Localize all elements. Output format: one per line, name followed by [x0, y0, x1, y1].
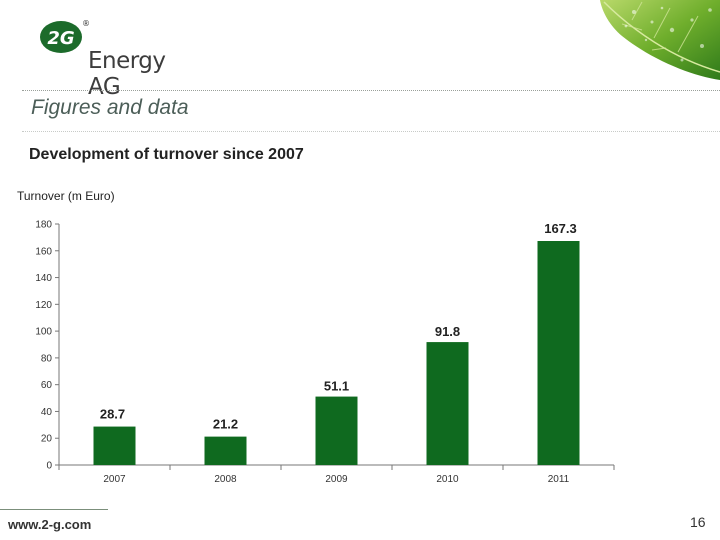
page-title: Figures and data — [31, 96, 189, 119]
bar-2011 — [537, 241, 580, 465]
x-tick-label: 2008 — [214, 474, 237, 485]
leaf-decoration-icon — [582, 0, 720, 92]
x-tick-label: 2010 — [436, 474, 459, 485]
header-divider — [22, 90, 720, 91]
y-tick-label: 60 — [41, 380, 53, 391]
y-tick-label: 20 — [41, 434, 53, 445]
y-axis: 0 20 40 60 80 100 120 140 160 180 — [35, 220, 60, 472]
logo-badge-text: 2G — [47, 28, 74, 49]
bar-2010 — [426, 342, 469, 465]
data-label-2011: 167.3 — [544, 221, 577, 236]
bars — [93, 241, 580, 465]
footer-website-link[interactable]: www.2-g.com — [8, 517, 92, 532]
data-label-2008: 21.2 — [213, 417, 238, 432]
y-tick-label: 180 — [35, 220, 52, 231]
registered-mark: ® — [82, 19, 90, 28]
page-subtitle: Development of turnover since 2007 — [29, 146, 304, 163]
data-labels: 28.7 21.2 51.1 91.8 167.3 — [100, 221, 577, 432]
y-axis-label: Turnover (m Euro) — [17, 189, 115, 203]
data-label-2009: 51.1 — [324, 379, 349, 394]
footer-divider — [0, 509, 108, 510]
turnover-bar-chart: Turnover (m Euro) 0 20 40 60 80 100 120 140 160 1… — [17, 189, 615, 485]
x-tick-label: 2011 — [548, 474, 570, 485]
title-divider — [22, 131, 720, 132]
data-label-2007: 28.7 — [100, 407, 125, 422]
data-label-2010: 91.8 — [435, 324, 460, 339]
y-tick-label: 80 — [41, 353, 53, 364]
y-tick-label: 140 — [35, 273, 52, 284]
y-tick-label: 100 — [35, 327, 52, 338]
logo-wordmark: Energy AG — [88, 48, 166, 100]
y-tick-label: 0 — [46, 461, 52, 472]
y-tick-label: 40 — [41, 407, 53, 418]
company-logo: 2G ® Energy AG — [38, 18, 188, 100]
page-number: 16 — [690, 514, 706, 530]
y-tick-label: 120 — [35, 300, 52, 311]
x-axis: 2007 2008 2009 2010 2011 — [58, 464, 615, 485]
bar-2008 — [204, 436, 247, 465]
bar-2009 — [315, 396, 358, 465]
y-tick-label: 160 — [35, 246, 52, 257]
logo-badge-icon: 2G ® — [40, 19, 90, 53]
x-tick-label: 2007 — [103, 474, 126, 485]
x-tick-label: 2009 — [325, 474, 348, 485]
bar-2007 — [93, 426, 136, 465]
